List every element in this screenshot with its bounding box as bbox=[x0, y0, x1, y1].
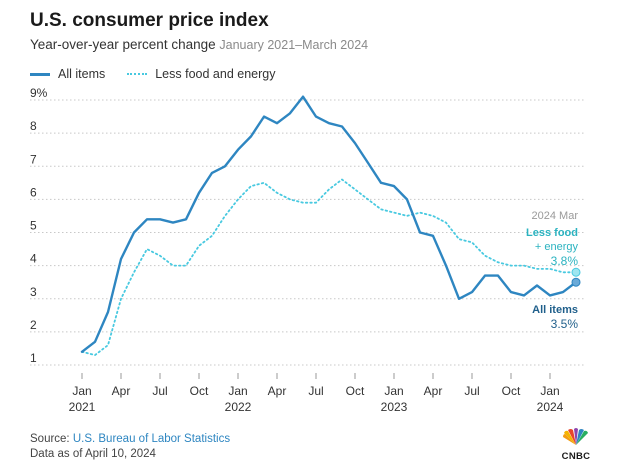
annotation-all-name: All items bbox=[532, 304, 578, 316]
footer: Source: U.S. Bureau of Labor Statistics … bbox=[30, 432, 230, 462]
y-tick-label: 2 bbox=[30, 318, 37, 332]
legend-swatch-solid-line bbox=[30, 72, 50, 76]
source-prefix: Source: bbox=[30, 433, 73, 445]
x-tick-label: Jan bbox=[384, 384, 403, 398]
logo-text: CNBC bbox=[561, 451, 591, 462]
annotation-core-name-2: + energy bbox=[535, 241, 579, 253]
x-tick-label: Jul bbox=[152, 384, 167, 398]
end-point-all-items bbox=[571, 277, 581, 287]
y-tick-label: 7 bbox=[30, 152, 37, 166]
x-tick-label: Jan bbox=[540, 384, 559, 398]
x-tick-label: Jan bbox=[72, 384, 91, 398]
y-tick-label: 6 bbox=[30, 185, 37, 199]
series-line-core bbox=[81, 178, 577, 356]
annotation-all-value: 3.5% bbox=[551, 317, 579, 331]
legend-swatch-dotted-line bbox=[127, 73, 148, 75]
x-tick-label: Jul bbox=[464, 384, 479, 398]
annotation-core-value: 3.8% bbox=[551, 254, 579, 268]
y-tick-label: 9% bbox=[30, 86, 48, 100]
peacock-icon bbox=[563, 428, 588, 445]
x-tick-label: Oct bbox=[346, 384, 365, 398]
x-tick-label: Apr bbox=[424, 384, 443, 398]
x-tick-label: Jan bbox=[228, 384, 247, 398]
subtitle-text: Year-over-year percent change bbox=[30, 37, 216, 52]
x-tick-label: Apr bbox=[268, 384, 287, 398]
legend: All items Less food and energy bbox=[30, 67, 297, 81]
data-note: Data as of April 10, 2024 bbox=[30, 448, 156, 460]
subtitle-date-range: January 2021–March 2024 bbox=[219, 38, 369, 52]
end-point-core bbox=[571, 267, 581, 277]
source-line: Source: U.S. Bureau of Labor Statistics bbox=[30, 432, 230, 447]
x-tick-label: Apr bbox=[112, 384, 131, 398]
x-tick-year-label: 2021 bbox=[69, 400, 96, 414]
y-tick-label: 8 bbox=[30, 119, 37, 133]
annotation-date: 2024 Mar bbox=[532, 210, 579, 222]
x-tick-year-label: 2023 bbox=[381, 400, 408, 414]
series-line-all-items bbox=[80, 95, 578, 353]
chart-title: U.S. consumer price index bbox=[30, 10, 269, 31]
x-tick-label: Jul bbox=[308, 384, 323, 398]
y-tick-label: 4 bbox=[30, 252, 37, 266]
y-tick-label: 3 bbox=[30, 285, 37, 299]
y-tick-label: 5 bbox=[30, 219, 37, 233]
legend-label-core: Less food and energy bbox=[155, 67, 276, 81]
y-tick-label: 1 bbox=[30, 351, 37, 365]
x-tick-year-label: 2024 bbox=[537, 400, 564, 414]
chart-subtitle: Year-over-year percent change January 20… bbox=[30, 37, 368, 52]
legend-item-all-items: All items bbox=[30, 67, 105, 81]
legend-item-core: Less food and energy bbox=[127, 67, 275, 81]
x-tick-year-label: 2022 bbox=[225, 400, 252, 414]
annotation-core-name: Less food bbox=[526, 227, 578, 239]
source-link[interactable]: U.S. Bureau of Labor Statistics bbox=[72, 433, 231, 445]
x-tick-label: Oct bbox=[190, 384, 209, 398]
x-tick-label: Oct bbox=[502, 384, 521, 398]
cnbc-logo: CNBC bbox=[556, 428, 596, 464]
legend-label-all-items: All items bbox=[58, 67, 106, 81]
